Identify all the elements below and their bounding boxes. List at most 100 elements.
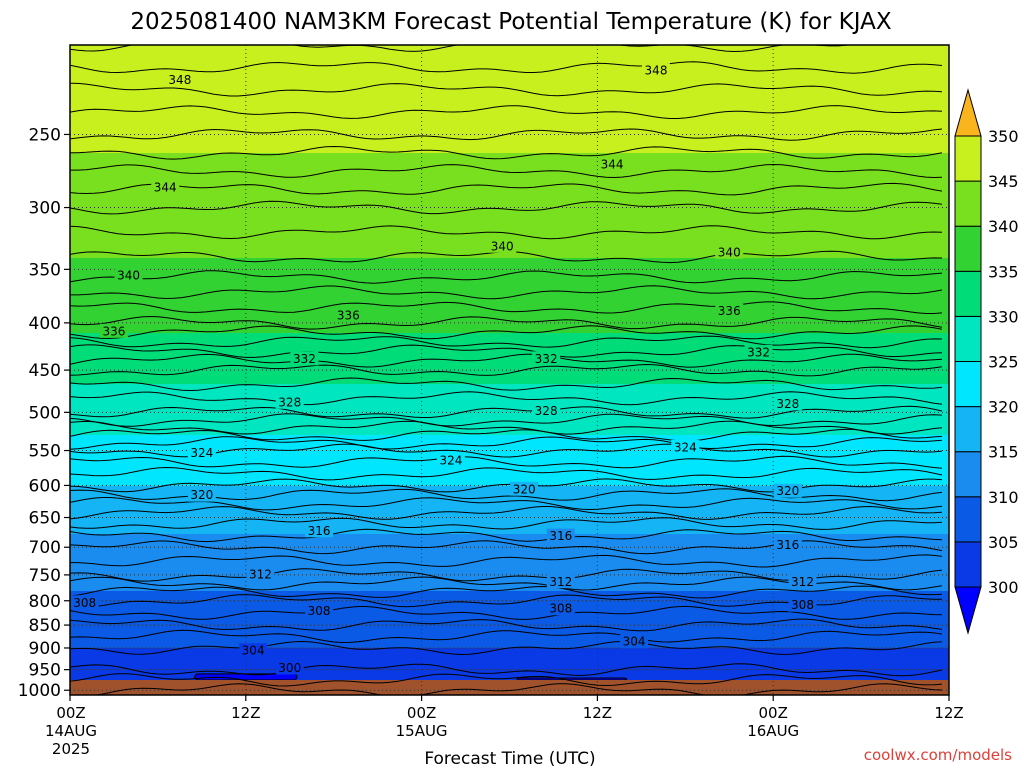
- cold-pool: [516, 677, 628, 681]
- shade-band: [70, 96, 949, 100]
- contour-label-bg: [788, 574, 817, 589]
- shade-band: [70, 72, 949, 76]
- shade-band: [70, 519, 949, 523]
- shade-band: [70, 417, 949, 421]
- shade-band: [70, 318, 949, 322]
- shade-band: [70, 603, 949, 607]
- shade-band: [70, 204, 949, 208]
- contour-line: [70, 182, 943, 196]
- credit-text[interactable]: coolwx.com/models: [864, 746, 1012, 764]
- contour-label-bg: [114, 268, 143, 283]
- contour-line: [70, 163, 943, 179]
- contour-label: 348: [645, 64, 668, 78]
- shade-band: [70, 576, 949, 580]
- shade-band: [70, 237, 949, 241]
- shade-band: [70, 378, 949, 382]
- contour-label: 320: [513, 482, 536, 496]
- shade-band: [70, 492, 949, 496]
- colorbar-cell: [954, 270, 982, 317]
- contour-line: [70, 673, 943, 687]
- shade-band: [70, 510, 949, 514]
- shade-band: [70, 309, 949, 313]
- contour-line: [70, 363, 943, 377]
- shade-band: [70, 297, 949, 301]
- shade-band: [70, 534, 949, 538]
- shade-band: [70, 414, 949, 418]
- shade-band: [70, 180, 949, 184]
- contour-label: 316: [549, 529, 572, 543]
- colorbar-tick-label: 345: [988, 172, 1019, 191]
- y-tick-label: 750: [29, 566, 61, 586]
- x-tick-label: 00Z: [759, 704, 788, 722]
- contour-label: 328: [278, 395, 301, 409]
- contour-label: 304: [242, 644, 265, 658]
- colorbar-tick-label: 335: [988, 262, 1019, 281]
- contour-label: 312: [249, 567, 272, 581]
- shade-band: [70, 141, 949, 145]
- contour-label-bg: [436, 452, 465, 467]
- shade-band: [70, 402, 949, 406]
- contour-line: [93, 683, 943, 695]
- contour-line: [70, 405, 943, 419]
- shade-band: [70, 648, 949, 652]
- contour-line: [70, 353, 943, 368]
- shade-band: [70, 189, 949, 193]
- chart-title: 2025081400 NAM3KM Forecast Potential Tem…: [130, 9, 891, 35]
- shade-band: [70, 102, 949, 106]
- shade-band: [70, 390, 949, 394]
- shade-band: [70, 57, 949, 61]
- shade-band: [70, 633, 949, 637]
- shade-band: [70, 651, 949, 655]
- shade-band: [70, 456, 949, 460]
- y-tick-label: 800: [29, 592, 61, 612]
- contour-label-bg: [305, 523, 334, 538]
- shade-band: [70, 108, 949, 112]
- shade-band: [70, 288, 949, 292]
- shade-band: [70, 300, 949, 304]
- shade-band: [70, 120, 949, 124]
- shade-band: [70, 348, 949, 352]
- x-tick-year: 2025: [52, 740, 90, 758]
- shade-band: [70, 465, 949, 469]
- shade-band: [70, 555, 949, 559]
- contour-line: [70, 663, 943, 677]
- shade-band: [70, 99, 949, 103]
- ground-surface: [70, 680, 949, 695]
- y-tick-label: 550: [29, 442, 61, 462]
- contour-label: 308: [73, 596, 96, 610]
- shade-band: [70, 165, 949, 169]
- shade-band: [70, 669, 949, 673]
- colorbar-tick-label: 305: [988, 533, 1019, 552]
- contour-line: [70, 128, 943, 141]
- y-tick-label: 500: [29, 403, 61, 423]
- shade-band: [70, 261, 949, 265]
- shade-band: [70, 222, 949, 226]
- shade-band: [70, 78, 949, 82]
- shade-band: [70, 666, 949, 670]
- shade-band: [70, 123, 949, 127]
- colorbar-tick-label: 330: [988, 307, 1019, 326]
- shade-band: [70, 609, 949, 613]
- shade-band: [70, 435, 949, 439]
- y-tick-label: 250: [29, 125, 61, 145]
- contour-line: [70, 455, 943, 469]
- contour-label-bg: [546, 601, 575, 616]
- shade-band: [70, 663, 949, 667]
- shade-band: [70, 627, 949, 631]
- contour-line: [70, 505, 943, 520]
- contour-label: 320: [190, 488, 213, 502]
- contour-label-bg: [151, 179, 180, 194]
- contour-line: [70, 640, 943, 656]
- shade-band: [70, 549, 949, 553]
- shade-band: [70, 195, 949, 199]
- contour-line: [70, 528, 943, 543]
- shade-band: [70, 345, 949, 349]
- shade-band: [70, 507, 949, 511]
- shade-band: [70, 351, 949, 355]
- contour-label-bg: [334, 307, 363, 322]
- shade-band: [70, 525, 949, 529]
- shade-band: [70, 225, 949, 229]
- colorbar-lower-arrow: [954, 586, 982, 635]
- contour-label-bg: [744, 344, 773, 359]
- shade-band: [70, 255, 949, 259]
